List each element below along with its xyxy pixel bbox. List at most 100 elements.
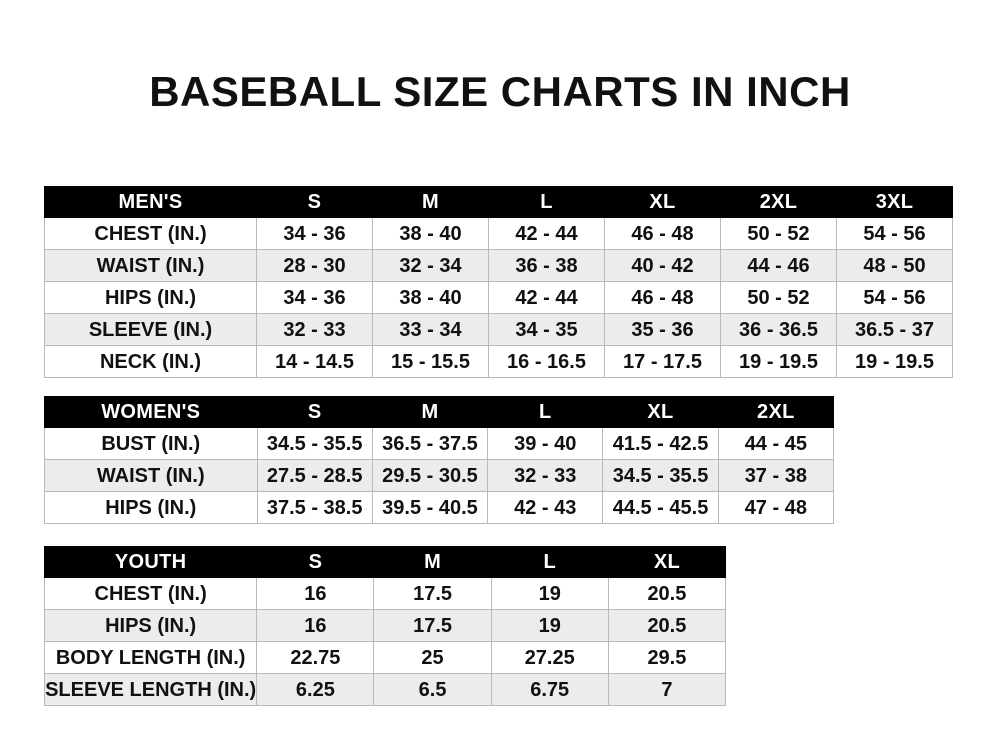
mens-corner-label: MEN'S — [44, 186, 257, 218]
mens-cell-hips-m: 38 - 40 — [372, 281, 489, 314]
womens-header-row: WOMEN'S S M L XL 2XL — [44, 396, 835, 428]
youth-header-row: YOUTH S M L XL — [43, 546, 727, 578]
womens-cell-waist-l: 32 - 33 — [487, 459, 604, 492]
table-row: BUST (IN.) 34.5 - 35.5 36.5 - 37.5 39 - … — [44, 427, 835, 460]
mens-cell-waist-m: 32 - 34 — [372, 249, 489, 282]
youth-cell-body-length-xl: 29.5 — [607, 641, 727, 674]
youth-column-header-m: M — [373, 546, 492, 578]
mens-row-label-neck: NECK (IN.) — [44, 345, 257, 378]
youth-cell-chest-s: 16 — [256, 577, 375, 610]
womens-cell-hips-l: 42 - 43 — [487, 491, 604, 524]
mens-cell-waist-l: 36 - 38 — [488, 249, 605, 282]
mens-cell-neck-3xl: 19 - 19.5 — [836, 345, 953, 378]
womens-cell-waist-2xl: 37 - 38 — [717, 459, 835, 492]
table-row: WAIST (IN.) 27.5 - 28.5 29.5 - 30.5 32 -… — [44, 459, 835, 492]
womens-cell-hips-s: 37.5 - 38.5 — [256, 491, 373, 524]
table-row: SLEEVE LENGTH (IN.) 6.25 6.5 6.75 7 — [43, 673, 727, 706]
youth-table-head: YOUTH S M L XL — [43, 546, 727, 578]
mens-cell-hips-xl: 46 - 48 — [604, 281, 721, 314]
mens-size-table: MEN'S S M L XL 2XL 3XL CHEST (IN.) 34 - … — [44, 186, 953, 378]
table-row: SLEEVE (IN.) 32 - 33 33 - 34 34 - 35 35 … — [44, 313, 953, 346]
mens-cell-waist-s: 28 - 30 — [256, 249, 373, 282]
womens-column-header-l: L — [487, 396, 604, 428]
table-row: HIPS (IN.) 16 17.5 19 20.5 — [43, 609, 727, 642]
mens-cell-sleeve-l: 34 - 35 — [488, 313, 605, 346]
womens-cell-bust-s: 34.5 - 35.5 — [256, 427, 373, 460]
womens-row-label-waist: WAIST (IN.) — [44, 459, 258, 492]
womens-column-header-xl: XL — [602, 396, 719, 428]
table-row: WAIST (IN.) 28 - 30 32 - 34 36 - 38 40 -… — [44, 249, 953, 282]
womens-row-label-hips: HIPS (IN.) — [44, 491, 258, 524]
table-row: HIPS (IN.) 37.5 - 38.5 39.5 - 40.5 42 - … — [44, 491, 835, 524]
youth-cell-body-length-s: 22.75 — [256, 641, 375, 674]
youth-corner-label: YOUTH — [43, 546, 258, 578]
womens-cell-hips-m: 39.5 - 40.5 — [371, 491, 489, 524]
mens-cell-chest-3xl: 54 - 56 — [836, 217, 953, 250]
womens-table-body: BUST (IN.) 34.5 - 35.5 36.5 - 37.5 39 - … — [44, 427, 835, 524]
mens-column-header-m: M — [372, 186, 489, 218]
womens-cell-hips-2xl: 47 - 48 — [717, 491, 835, 524]
mens-cell-waist-2xl: 44 - 46 — [720, 249, 837, 282]
youth-cell-sleeve-length-m: 6.5 — [373, 673, 492, 706]
table-row: HIPS (IN.) 34 - 36 38 - 40 42 - 44 46 - … — [44, 281, 953, 314]
womens-table-head: WOMEN'S S M L XL 2XL — [44, 396, 835, 428]
youth-row-label-sleeve-length: SLEEVE LENGTH (IN.) — [43, 673, 258, 706]
mens-cell-sleeve-3xl: 36.5 - 37 — [836, 313, 953, 346]
mens-column-header-2xl: 2XL — [720, 186, 837, 218]
mens-cell-hips-3xl: 54 - 56 — [836, 281, 953, 314]
mens-cell-neck-2xl: 19 - 19.5 — [720, 345, 837, 378]
mens-cell-waist-3xl: 48 - 50 — [836, 249, 953, 282]
mens-cell-chest-2xl: 50 - 52 — [720, 217, 837, 250]
womens-cell-bust-m: 36.5 - 37.5 — [371, 427, 489, 460]
womens-column-header-2xl: 2XL — [717, 396, 835, 428]
youth-cell-hips-l: 19 — [490, 609, 609, 642]
womens-column-header-s: S — [256, 396, 373, 428]
mens-cell-hips-l: 42 - 44 — [488, 281, 605, 314]
mens-cell-neck-s: 14 - 14.5 — [256, 345, 373, 378]
youth-cell-chest-l: 19 — [490, 577, 609, 610]
mens-table-body: CHEST (IN.) 34 - 36 38 - 40 42 - 44 46 -… — [44, 217, 953, 378]
youth-column-header-l: L — [490, 546, 609, 578]
mens-cell-chest-m: 38 - 40 — [372, 217, 489, 250]
mens-column-header-3xl: 3XL — [836, 186, 953, 218]
youth-cell-body-length-m: 25 — [373, 641, 492, 674]
youth-row-label-chest: CHEST (IN.) — [43, 577, 258, 610]
youth-size-table: YOUTH S M L XL CHEST (IN.) 16 17.5 19 20… — [43, 546, 727, 706]
womens-column-header-m: M — [371, 396, 489, 428]
womens-cell-bust-l: 39 - 40 — [487, 427, 604, 460]
womens-cell-waist-xl: 34.5 - 35.5 — [602, 459, 719, 492]
table-row: BODY LENGTH (IN.) 22.75 25 27.25 29.5 — [43, 641, 727, 674]
womens-cell-bust-xl: 41.5 - 42.5 — [602, 427, 719, 460]
womens-row-label-bust: BUST (IN.) — [44, 427, 258, 460]
table-row: CHEST (IN.) 34 - 36 38 - 40 42 - 44 46 -… — [44, 217, 953, 250]
mens-column-header-s: S — [256, 186, 373, 218]
youth-row-label-hips: HIPS (IN.) — [43, 609, 258, 642]
mens-cell-neck-l: 16 - 16.5 — [488, 345, 605, 378]
mens-cell-sleeve-2xl: 36 - 36.5 — [720, 313, 837, 346]
youth-column-header-s: S — [256, 546, 375, 578]
youth-cell-chest-xl: 20.5 — [607, 577, 727, 610]
mens-cell-neck-m: 15 - 15.5 — [372, 345, 489, 378]
mens-cell-chest-xl: 46 - 48 — [604, 217, 721, 250]
youth-table-body: CHEST (IN.) 16 17.5 19 20.5 HIPS (IN.) 1… — [43, 577, 727, 706]
womens-cell-waist-s: 27.5 - 28.5 — [256, 459, 373, 492]
mens-cell-sleeve-xl: 35 - 36 — [604, 313, 721, 346]
youth-cell-sleeve-length-s: 6.25 — [256, 673, 375, 706]
youth-cell-hips-m: 17.5 — [373, 609, 492, 642]
womens-cell-hips-xl: 44.5 - 45.5 — [602, 491, 719, 524]
mens-cell-waist-xl: 40 - 42 — [604, 249, 721, 282]
mens-cell-sleeve-s: 32 - 33 — [256, 313, 373, 346]
mens-table-head: MEN'S S M L XL 2XL 3XL — [44, 186, 953, 218]
mens-row-label-waist: WAIST (IN.) — [44, 249, 257, 282]
youth-cell-hips-xl: 20.5 — [607, 609, 727, 642]
table-row: CHEST (IN.) 16 17.5 19 20.5 — [43, 577, 727, 610]
mens-row-label-sleeve: SLEEVE (IN.) — [44, 313, 257, 346]
womens-corner-label: WOMEN'S — [44, 396, 258, 428]
mens-row-label-hips: HIPS (IN.) — [44, 281, 257, 314]
table-row: NECK (IN.) 14 - 14.5 15 - 15.5 16 - 16.5… — [44, 345, 953, 378]
womens-cell-waist-m: 29.5 - 30.5 — [371, 459, 489, 492]
page-title: BASEBALL SIZE CHARTS IN INCH — [149, 68, 851, 115]
womens-cell-bust-2xl: 44 - 45 — [717, 427, 835, 460]
mens-cell-sleeve-m: 33 - 34 — [372, 313, 489, 346]
